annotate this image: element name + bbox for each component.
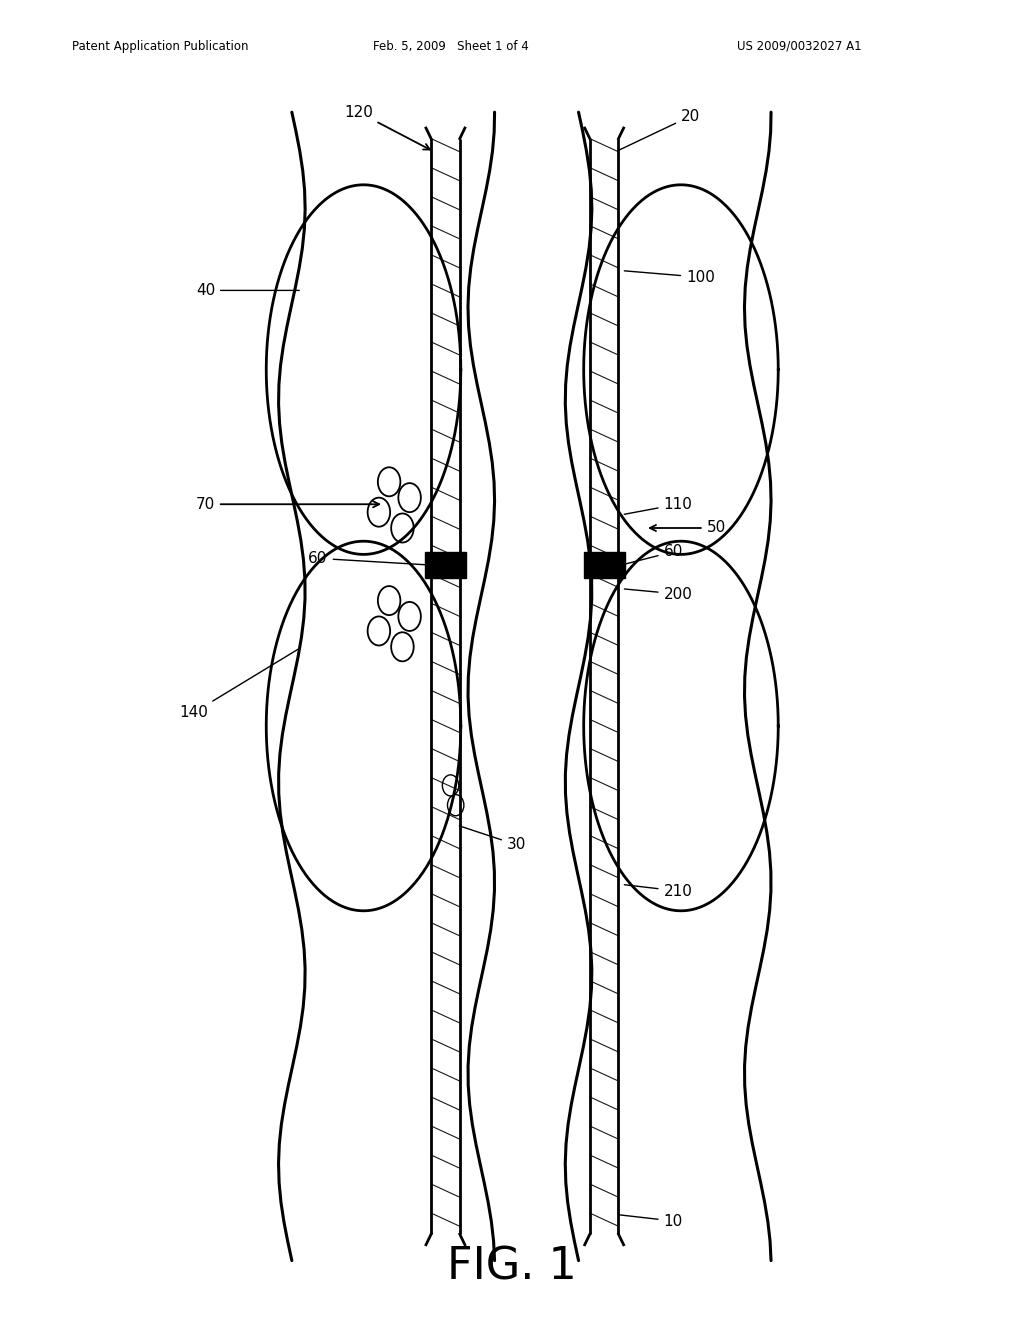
Text: 210: 210 — [625, 883, 692, 899]
Text: 70: 70 — [196, 496, 379, 512]
Text: 140: 140 — [179, 648, 300, 721]
Text: Patent Application Publication: Patent Application Publication — [72, 40, 248, 53]
Text: US 2009/0032027 A1: US 2009/0032027 A1 — [737, 40, 862, 53]
Bar — [584, 552, 625, 578]
Text: 20: 20 — [617, 108, 700, 150]
Text: 10: 10 — [618, 1213, 683, 1229]
Text: 60: 60 — [625, 544, 683, 564]
Text: 40: 40 — [196, 282, 299, 298]
Text: 200: 200 — [625, 586, 692, 602]
Text: 50: 50 — [650, 520, 726, 536]
Text: 60: 60 — [308, 550, 426, 566]
Bar — [425, 552, 466, 578]
Text: 30: 30 — [460, 826, 526, 853]
Text: Feb. 5, 2009   Sheet 1 of 4: Feb. 5, 2009 Sheet 1 of 4 — [373, 40, 528, 53]
Text: 110: 110 — [625, 496, 692, 515]
Text: 100: 100 — [625, 269, 715, 285]
Text: FIG. 1: FIG. 1 — [447, 1246, 577, 1288]
Text: 120: 120 — [344, 104, 430, 149]
